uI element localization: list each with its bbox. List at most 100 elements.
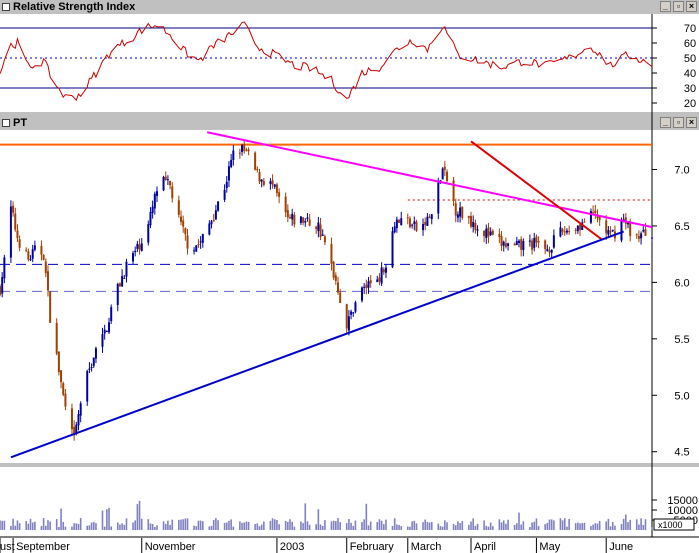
price-tick-label: 5.0 [674,390,689,402]
restore-icon[interactable]: ▫ [673,1,684,12]
candle-body [284,196,287,213]
candle-body [256,169,259,171]
candle-body [336,282,339,293]
rsi-axis-area [652,14,699,112]
candle-body [62,383,65,395]
candle-body [415,221,418,231]
candle-body [46,271,49,291]
volume-tick-label: 10000 [667,505,698,517]
date-axis-ticks: ust September November 2003 February March Apr… [0,538,633,553]
candle-body [64,393,67,407]
volume-tick-label: 15000 [667,495,698,507]
candle-body [212,219,215,222]
candle-body [116,283,119,305]
candle-body [443,166,446,170]
candle-body [134,250,137,253]
candle-body [18,239,21,248]
candle-body [620,221,623,241]
candle-body [470,216,473,227]
price-collapse-icon[interactable] [2,119,10,127]
candle-body [393,226,396,233]
candle-body [446,171,449,182]
candle-body [193,250,196,252]
candle-body [378,277,381,282]
candle-body [360,287,363,301]
candle-body [278,192,281,197]
candle-body [581,222,584,230]
candle-body [108,322,111,333]
candle-body [408,218,411,228]
candle-body [25,249,28,251]
candle-body [461,206,464,218]
candle-body [363,286,366,288]
rsi-tick-label: 30 [684,83,696,95]
candle-body [162,176,165,191]
candle-body [398,220,401,223]
candle-body [306,217,309,219]
candle-body [347,316,350,331]
candle-body [302,217,305,223]
candle-body [528,240,531,242]
candle-body [598,215,601,221]
candle-body [16,230,19,239]
candle-body [504,243,507,248]
candle-body [568,231,571,233]
candle-body [323,236,326,243]
candle-body [197,244,200,246]
candle-body [544,240,547,250]
candle-body [243,144,246,151]
candle-body [367,281,370,288]
candle-body [179,216,182,222]
candle-body [330,243,333,264]
candle-body [241,145,244,152]
candle-body [136,243,139,249]
candle-body [70,408,73,430]
price-close-icon[interactable]: × [686,117,697,128]
candle-body [140,243,143,251]
price-tick-label: 7.0 [674,165,689,177]
candle-body [9,206,12,258]
price-restore-icon[interactable]: ▫ [673,117,684,128]
candle-body [291,213,294,220]
candle-body [472,221,475,227]
candle-body [380,267,383,284]
close-icon[interactable]: × [686,1,697,12]
candle-body [382,269,385,273]
rsi-panel-title-bar: Relative Strength Index _ ▫ × [0,0,699,14]
trendline-long-downtrend [206,131,653,229]
candle-body [27,251,30,260]
candle-body [315,226,318,229]
date-tick-label: ust [0,541,15,553]
candle-body [77,414,80,426]
price-minimize-icon[interactable]: _ [660,117,671,128]
candle-body [644,229,647,236]
candle-body [579,224,582,230]
candle-body [201,234,204,243]
date-tick-label: 2003 [280,541,304,553]
candle-body [513,243,516,246]
trendlines [10,131,653,459]
candle-body [498,234,501,237]
rsi-collapse-icon[interactable] [2,3,10,11]
date-tick-label: September [16,541,70,553]
candle-body [485,228,488,238]
candle-body [489,231,492,236]
volume-splitter[interactable] [0,463,699,467]
candle-body [491,230,494,235]
candle-body [166,179,169,181]
candle-body [44,261,47,274]
candle-body [199,241,202,243]
candle-body [286,210,289,218]
date-tick-label: June [609,541,633,553]
candle-body [611,229,614,232]
minimize-icon[interactable]: _ [660,1,671,12]
rsi-series-line [0,21,653,102]
candle-body [217,201,220,211]
candle-body [565,230,568,233]
date-axis [0,538,699,553]
candle-body [227,166,230,181]
candle-body [153,193,156,209]
rsi-splitter[interactable] [0,112,699,116]
candle-body [520,239,523,250]
